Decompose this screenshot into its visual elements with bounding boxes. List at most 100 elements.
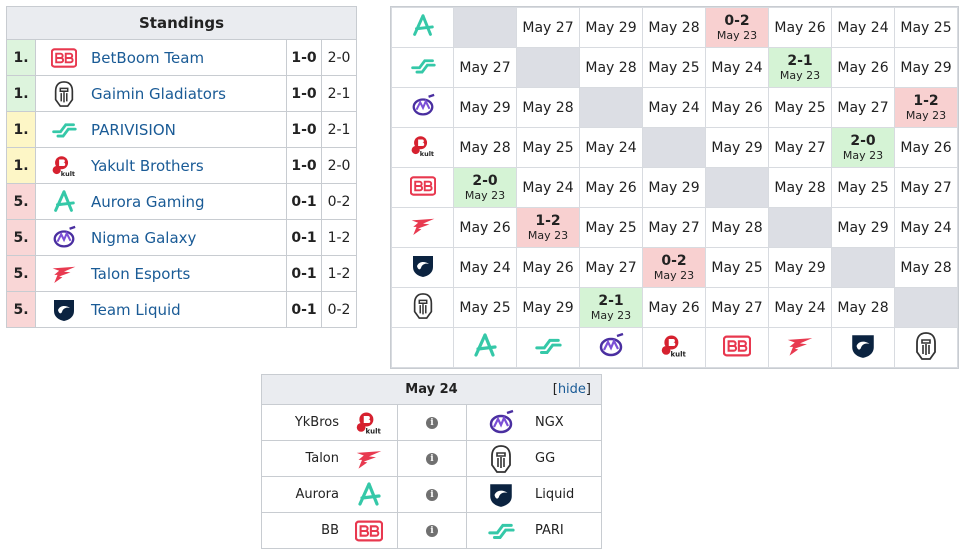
team1-name[interactable]: BB — [321, 523, 339, 538]
info-icon[interactable]: i — [426, 488, 438, 501]
talon-logo — [410, 213, 436, 239]
match-row: Talon i GG — [262, 441, 601, 477]
team-logo-cell — [36, 112, 91, 147]
column-team-logo-cell — [579, 327, 643, 368]
team1-name[interactable]: Aurora — [295, 487, 339, 502]
rank-cell: 5. — [7, 220, 36, 255]
game-record: 2-1 — [321, 112, 356, 147]
match-info-cell: i — [398, 441, 467, 476]
column-team-logo-cell — [894, 327, 958, 368]
talon-logo — [786, 332, 814, 360]
talon-logo — [355, 445, 383, 473]
gaimin-logo — [410, 292, 436, 319]
scheduled-date-cell: May 26 — [579, 167, 643, 208]
scheduled-date-cell: May 27 — [705, 287, 769, 328]
team2-name[interactable]: GG — [535, 451, 556, 466]
self-match-cell — [768, 207, 832, 248]
info-icon[interactable]: i — [426, 416, 438, 429]
loss-result-cell: 1-2 May 23 — [516, 207, 580, 248]
result-score: 1-2 — [913, 93, 939, 109]
team-name-link[interactable]: BetBoom Team — [91, 48, 205, 67]
team2-name[interactable]: Liquid — [535, 487, 575, 502]
match-team2: NGX — [467, 405, 601, 440]
crosstable-row: May 25 May 29 2-1 May 23 May 26 May 27 May 24 M… — [391, 287, 958, 328]
rank-cell: 1. — [7, 148, 36, 183]
betboom-logo — [355, 517, 383, 545]
aurora-logo — [355, 481, 383, 509]
win-result-cell: 2-0 May 23 — [831, 127, 895, 168]
scheduled-date-cell: May 28 — [705, 207, 769, 248]
team-logo-cell — [36, 256, 91, 291]
team-name-link[interactable]: Talon Esports — [91, 264, 191, 283]
rank-cell: 5. — [7, 256, 36, 291]
win-result-cell: 2-1 May 23 — [768, 47, 832, 88]
self-match-cell — [579, 87, 643, 128]
scheduled-date-cell: May 29 — [894, 47, 958, 88]
scheduled-date-cell: May 26 — [705, 87, 769, 128]
scheduled-date-cell: May 25 — [768, 87, 832, 128]
standings-row: 1. Gaimin Gladiators 1-0 2-1 — [7, 76, 356, 112]
game-record: 1-2 — [321, 220, 356, 255]
standings-title: Standings — [7, 7, 356, 40]
hide-toggle[interactable]: [hide] — [552, 382, 591, 397]
team-logo-cell — [36, 220, 91, 255]
self-match-cell — [453, 7, 517, 48]
standings-row: 5. Team Liquid 0-1 0-2 — [7, 292, 356, 327]
hide-link[interactable]: hide — [557, 382, 586, 397]
team2-name[interactable]: PARI — [535, 523, 564, 538]
self-match-cell — [516, 47, 580, 88]
info-icon[interactable]: i — [426, 452, 438, 465]
result-date: May 23 — [842, 149, 884, 162]
team-name-link[interactable]: Yakult Brothers — [91, 156, 204, 175]
row-team-logo-cell — [391, 7, 454, 48]
scheduled-date-cell: May 24 — [579, 127, 643, 168]
loss-result-cell: 0-2 May 23 — [642, 247, 706, 288]
scheduled-date-cell: May 29 — [705, 127, 769, 168]
yakult-logo: kult — [660, 332, 688, 360]
scheduled-date-cell: May 27 — [579, 247, 643, 288]
betboom-logo — [723, 332, 751, 360]
liquid-logo — [849, 332, 877, 360]
team-name-link[interactable]: Team Liquid — [91, 300, 181, 319]
team-name-link[interactable]: Nigma Galaxy — [91, 228, 197, 247]
rank-cell: 5. — [7, 184, 36, 219]
scheduled-date-cell: May 25 — [642, 47, 706, 88]
team-logo-cell — [36, 184, 91, 219]
scheduled-date-cell: May 29 — [831, 207, 895, 248]
scheduled-date-cell: May 29 — [642, 167, 706, 208]
match-row: Aurora i Liquid — [262, 477, 601, 513]
scheduled-date-cell: May 24 — [768, 287, 832, 328]
nigma-logo — [487, 409, 515, 437]
team1-name[interactable]: YkBros — [294, 415, 339, 430]
match-record: 0-1 — [286, 292, 321, 327]
team-name-link[interactable]: Gaimin Gladiators — [91, 84, 226, 103]
team2-name[interactable]: NGX — [535, 415, 564, 430]
result-score: 0-2 — [661, 253, 687, 269]
team-name-link[interactable]: Aurora Gaming — [91, 192, 205, 211]
team-name-link[interactable]: PARIVISION — [91, 120, 176, 139]
talon-logo — [51, 261, 77, 287]
loss-result-cell: 0-2 May 23 — [705, 7, 769, 48]
aurora-logo — [51, 189, 77, 215]
svg-text:kult: kult — [60, 169, 74, 177]
scheduled-date-cell: May 29 — [516, 287, 580, 328]
scheduled-date-cell: May 26 — [894, 127, 958, 168]
crosstable-column-logos: kult — [391, 327, 958, 368]
team-logo-cell — [36, 76, 91, 111]
match-team2: Liquid — [467, 477, 601, 512]
scheduled-date-cell: May 29 — [579, 7, 643, 48]
scheduled-date-cell: May 28 — [831, 287, 895, 328]
match-team2: GG — [467, 441, 601, 476]
match-record: 0-1 — [286, 256, 321, 291]
standings-row: 5. Talon Esports 0-1 1-2 — [7, 256, 356, 292]
crosstable-row: May 27 May 28 May 25 May 24 2-1 May 23 May 26 M… — [391, 47, 958, 88]
match-record: 1-0 — [286, 40, 321, 75]
self-match-cell — [642, 127, 706, 168]
info-icon[interactable]: i — [426, 524, 438, 537]
scheduled-date-cell: May 27 — [453, 47, 517, 88]
team1-name[interactable]: Talon — [305, 451, 339, 466]
scheduled-date-cell: May 28 — [453, 127, 517, 168]
svg-text:kult: kult — [366, 427, 382, 435]
standings-row: 1. kult Yakult Brothers 1-0 2-0 — [7, 148, 356, 184]
liquid-logo — [410, 253, 436, 279]
